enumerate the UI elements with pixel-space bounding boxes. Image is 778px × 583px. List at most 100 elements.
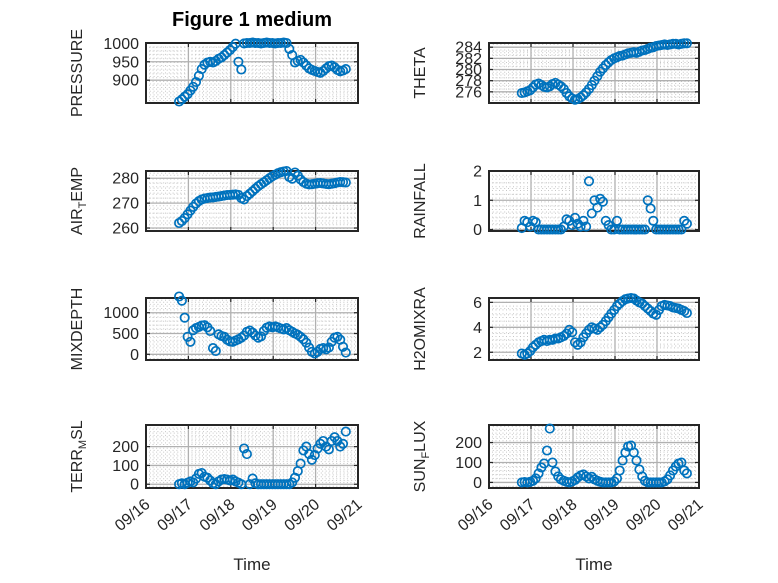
data-point bbox=[676, 224, 687, 235]
data-points bbox=[174, 291, 351, 359]
data-point bbox=[555, 224, 566, 235]
x-tick-labels: 09/16 09/17 09/18 09/19 09/20 09/21 bbox=[112, 496, 366, 535]
axes-ticks bbox=[145, 171, 359, 231]
data-point bbox=[547, 457, 558, 468]
data-points bbox=[516, 423, 692, 488]
data-point bbox=[241, 449, 252, 460]
data-point bbox=[673, 224, 684, 235]
y-tick-label: 100 bbox=[112, 458, 139, 475]
data-point bbox=[600, 59, 611, 71]
data-point bbox=[304, 449, 315, 460]
data-points bbox=[174, 426, 351, 490]
data-point bbox=[185, 336, 196, 347]
data-point bbox=[340, 64, 351, 75]
subplot-rainfall: 0 1 2 RAINFALL bbox=[412, 163, 700, 240]
y-tick-label: 0 bbox=[130, 347, 139, 364]
subplot-h2omixra: 2 4 6 H2OMIXRA bbox=[412, 287, 700, 371]
data-point bbox=[631, 455, 642, 466]
data-point bbox=[592, 202, 603, 213]
axes-box bbox=[488, 297, 700, 361]
y-tick-labels: 0 1 2 bbox=[473, 164, 482, 240]
data-point bbox=[679, 465, 690, 476]
data-point bbox=[255, 331, 267, 342]
data-point bbox=[295, 54, 306, 65]
y-tick-label: 500 bbox=[112, 326, 139, 343]
x-tick-label: 09/18 bbox=[197, 496, 239, 535]
y-tick-label: 100 bbox=[455, 455, 482, 472]
axes-box bbox=[488, 42, 700, 104]
data-point bbox=[592, 324, 603, 335]
data-points bbox=[516, 292, 692, 360]
axes-box bbox=[145, 170, 359, 232]
data-point bbox=[247, 327, 258, 338]
data-point bbox=[315, 438, 326, 449]
x-tick-label: 09/16 bbox=[112, 496, 154, 535]
x-tick-label: 09/18 bbox=[539, 496, 581, 535]
data-point bbox=[558, 330, 569, 342]
x-tick-label: 09/16 bbox=[455, 496, 497, 535]
y-tick-label: 6 bbox=[473, 295, 482, 312]
data-point bbox=[679, 215, 690, 226]
data-point bbox=[176, 94, 187, 105]
data-point bbox=[645, 203, 656, 214]
data-point bbox=[530, 473, 541, 484]
y-tick-label: 1000 bbox=[103, 36, 139, 53]
data-point bbox=[337, 438, 349, 449]
data-point bbox=[236, 332, 247, 343]
data-point bbox=[586, 208, 597, 219]
x-tick-label: 09/17 bbox=[154, 496, 196, 535]
data-point bbox=[301, 337, 312, 348]
x-tick-label: 09/21 bbox=[324, 496, 366, 535]
y-tick-label: 950 bbox=[112, 54, 139, 71]
data-points bbox=[174, 37, 351, 107]
data-point bbox=[597, 196, 608, 207]
data-point bbox=[679, 306, 690, 317]
data-point bbox=[527, 475, 539, 486]
data-point bbox=[614, 465, 625, 476]
data-point bbox=[555, 81, 566, 92]
y-axis-label: RAINFALL bbox=[412, 163, 429, 239]
minor-grid bbox=[146, 43, 359, 103]
data-point bbox=[541, 445, 553, 456]
data-point bbox=[681, 218, 692, 229]
x-tick-labels: 09/16 09/17 09/18 09/19 09/20 09/21 bbox=[455, 496, 707, 535]
data-point bbox=[564, 324, 575, 335]
axes-box bbox=[488, 170, 700, 232]
axes-ticks bbox=[145, 298, 359, 360]
data-point bbox=[182, 331, 193, 342]
y-axis-label: THETA bbox=[412, 47, 429, 99]
subplot-air_temp: 260 270 280 AIRTEMP bbox=[69, 165, 359, 238]
y-axis-label: TERRMSL bbox=[69, 420, 89, 492]
data-point bbox=[247, 186, 258, 197]
y-tick-label: 200 bbox=[112, 439, 139, 456]
data-point bbox=[533, 468, 544, 479]
data-point bbox=[681, 38, 692, 49]
data-point bbox=[572, 218, 583, 229]
data-point bbox=[224, 44, 236, 56]
y-tick-label: 0 bbox=[130, 477, 139, 494]
data-point bbox=[578, 215, 589, 226]
x-tick-label: 09/21 bbox=[665, 496, 707, 535]
data-point bbox=[575, 92, 586, 103]
y-tick-label: 2 bbox=[473, 164, 482, 181]
data-point bbox=[222, 47, 233, 58]
y-axis-label: MIXDEPTH bbox=[69, 288, 86, 371]
data-point bbox=[578, 90, 589, 101]
data-point bbox=[575, 337, 586, 348]
y-tick-label: 4 bbox=[473, 320, 482, 337]
data-point bbox=[681, 468, 692, 479]
data-point bbox=[340, 426, 351, 437]
data-point bbox=[681, 307, 692, 319]
y-tick-label: 0 bbox=[473, 475, 482, 492]
x-tick-label: 09/19 bbox=[581, 496, 623, 535]
data-point bbox=[522, 348, 533, 359]
y-axis-label: SUNFLUX bbox=[412, 420, 432, 492]
y-tick-label: 2 bbox=[473, 345, 482, 362]
data-point bbox=[236, 64, 247, 75]
data-point bbox=[617, 455, 628, 466]
data-point bbox=[244, 325, 255, 336]
y-axis-label: AIRTEMP bbox=[69, 167, 89, 235]
data-point bbox=[639, 301, 650, 312]
y-tick-label: 276 bbox=[455, 84, 482, 101]
